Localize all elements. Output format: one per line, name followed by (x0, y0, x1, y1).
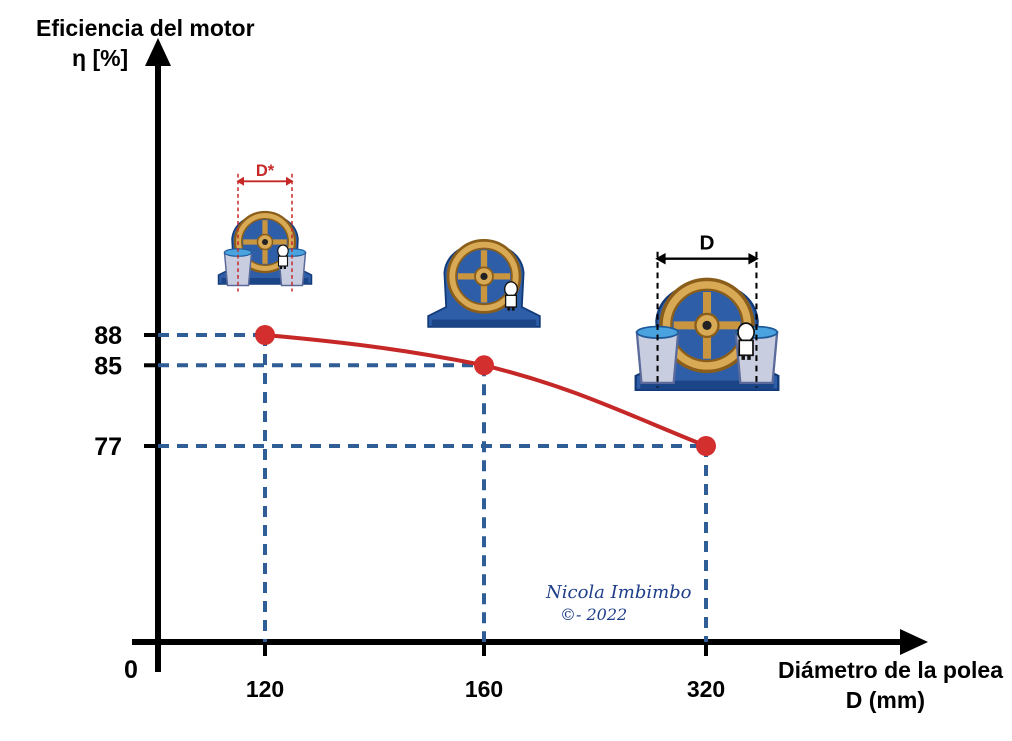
y-axis-label-line1: Eficiencia del motor (36, 15, 255, 41)
small-motor-illustration: D* (219, 162, 312, 292)
mascot-icon (504, 281, 518, 312)
large-motor-illustration: D (636, 232, 779, 390)
bucket-icon (223, 248, 253, 287)
y-tick-label: 85 (94, 352, 122, 380)
medium-motor-illustration (428, 240, 540, 326)
guide-lines (158, 333, 708, 642)
y-tick-label: 88 (94, 322, 122, 350)
data-point (255, 325, 275, 345)
tick-marks (144, 333, 708, 656)
data-point (474, 355, 494, 376)
y-axis-arrow (145, 38, 171, 66)
y-tick-label: 77 (94, 433, 122, 461)
mascot-icon (737, 322, 756, 361)
x-tick-label: 320 (687, 676, 725, 702)
y-axis-label-line2: η [%] (72, 45, 128, 71)
x-tick-labels: 120 160 320 (246, 676, 725, 702)
origin-label: 0 (124, 656, 138, 684)
x-axis-arrow (900, 629, 928, 655)
medium-motor-icon (428, 240, 540, 326)
data-point (696, 436, 716, 456)
x-tick-label: 160 (465, 676, 503, 702)
axes (132, 38, 928, 672)
mascot-icon (277, 244, 289, 270)
x-axis-label-line1: Diámetro de la polea (778, 657, 1003, 683)
x-tick-label: 120 (246, 676, 284, 702)
data-points (255, 325, 716, 456)
large-motor-dimension-label: D (700, 232, 715, 255)
signature-copyright: ©- 2022 (560, 605, 627, 624)
x-axis-label-line2: D (mm) (846, 687, 925, 713)
small-motor-dimension-label: D* (256, 162, 275, 180)
signature-name: Nicola Imbimbo (545, 582, 692, 603)
